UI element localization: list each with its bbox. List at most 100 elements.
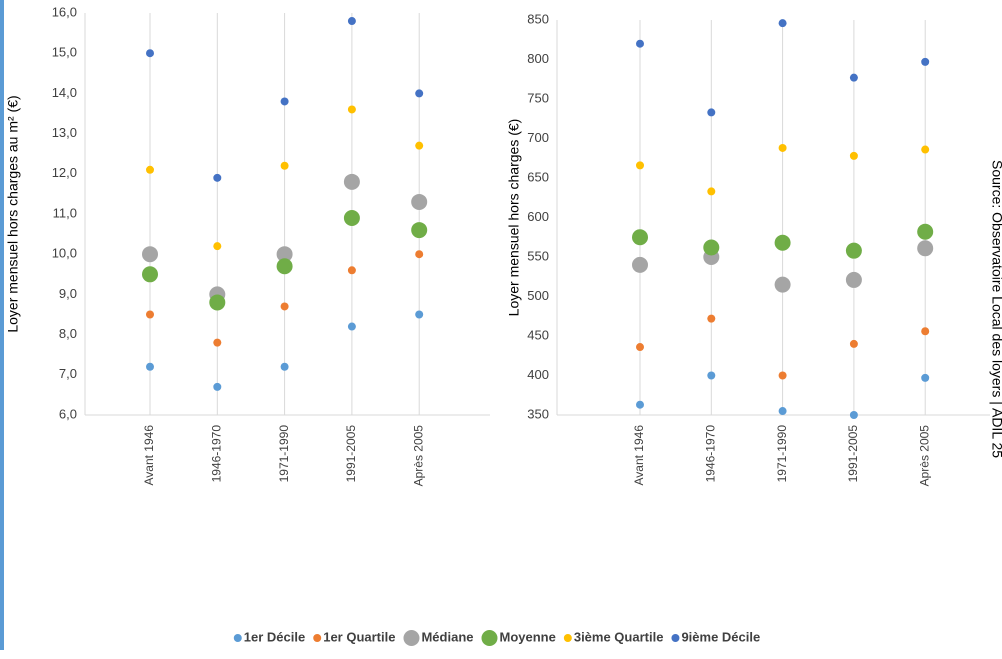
y-tick-label: 14,0 <box>52 85 77 100</box>
point <box>280 161 289 170</box>
point <box>703 239 720 256</box>
y-tick-label: 7,0 <box>59 366 77 381</box>
point <box>146 310 154 319</box>
point <box>213 242 222 251</box>
y-tick-label: 13,0 <box>52 125 77 140</box>
x-tick-label: 1971-1990 <box>277 425 291 483</box>
legend-marker <box>481 630 498 646</box>
legend-marker <box>671 634 680 642</box>
legend-label: 9ième Décile <box>681 629 760 644</box>
y-tick-label: 11,0 <box>53 205 77 220</box>
x-tick-label: Avant 1946 <box>632 425 646 486</box>
point <box>632 256 648 273</box>
point <box>917 223 934 240</box>
x-tick-label: 1946-1970 <box>209 425 223 483</box>
y-axis-label: Loyer mensuel hors charges au m² (€) <box>5 95 21 332</box>
point <box>146 362 154 371</box>
point <box>707 187 716 196</box>
point <box>146 49 154 58</box>
legend-marker <box>403 630 420 646</box>
legend-marker <box>563 634 572 642</box>
page-border <box>0 0 4 650</box>
point <box>849 151 858 160</box>
point <box>921 373 930 382</box>
y-tick-label: 750 <box>527 90 549 105</box>
point <box>411 193 428 210</box>
x-tick-label: Après 2005 <box>411 425 425 487</box>
y-axis-label: Loyer mensuel hors charges (€) <box>506 119 522 317</box>
y-tick-label: 700 <box>527 130 549 145</box>
y-tick-label: 400 <box>527 367 549 382</box>
point <box>276 246 293 263</box>
point <box>280 302 289 311</box>
y-tick-label: 6,0 <box>59 406 77 421</box>
point <box>849 339 858 348</box>
point <box>347 17 356 26</box>
point <box>411 222 428 239</box>
y-tick-label: 600 <box>527 209 549 224</box>
point <box>636 161 644 170</box>
y-tick-label: 16,0 <box>52 4 77 19</box>
x-tick-label: 1991-2005 <box>846 425 860 483</box>
point <box>213 382 222 391</box>
legend-label: 1er Décile <box>244 629 305 644</box>
legend-label: Moyenne <box>499 629 555 644</box>
point <box>415 141 424 150</box>
point <box>415 89 424 98</box>
point <box>845 271 862 288</box>
y-tick-label: 450 <box>527 327 549 342</box>
y-tick-label: 350 <box>527 406 549 421</box>
point <box>636 343 644 352</box>
legend: 1er Décile 1er Quartile Médiane Moyenne 3ièm… <box>233 629 760 646</box>
y-tick-label: 8,0 <box>59 326 77 341</box>
y-tick-label: 15,0 <box>52 45 77 60</box>
point <box>276 258 293 275</box>
legend-marker <box>233 634 242 642</box>
point <box>774 276 791 293</box>
legend-marker <box>313 634 322 642</box>
x-tick-label: Après 2005 <box>917 425 931 487</box>
point <box>280 362 289 371</box>
point <box>343 210 360 227</box>
x-tick-label: 1991-2005 <box>344 425 358 483</box>
point <box>921 57 930 66</box>
point <box>921 145 930 154</box>
point <box>632 229 648 246</box>
point <box>636 39 644 48</box>
legend-label: Médiane <box>421 629 473 644</box>
point <box>213 338 222 347</box>
legend-label: 1er Quartile <box>323 629 395 644</box>
point <box>921 327 930 336</box>
y-tick-label: 12,0 <box>52 165 77 180</box>
point <box>343 173 360 190</box>
point <box>849 411 858 419</box>
point <box>778 19 787 28</box>
x-tick-label: 1946-1970 <box>703 425 717 483</box>
point <box>209 294 226 311</box>
point <box>280 97 289 106</box>
source: Source: Observatoire Local des loyers | … <box>989 160 1002 458</box>
y-tick-label: 500 <box>527 288 549 303</box>
x-tick-label: Avant 1946 <box>142 425 156 486</box>
y-tick-label: 9,0 <box>59 286 77 301</box>
point <box>774 234 791 251</box>
point <box>849 73 858 82</box>
point <box>213 173 222 182</box>
point <box>347 266 356 275</box>
y-tick-label: 10,0 <box>52 246 77 261</box>
y-tick-label: 850 <box>527 11 549 26</box>
y-tick-label: 800 <box>527 51 549 66</box>
point <box>415 310 424 319</box>
point <box>778 371 787 380</box>
point <box>415 250 424 259</box>
point <box>146 165 154 174</box>
point <box>347 322 356 331</box>
legend-label: 3ième Quartile <box>574 629 664 644</box>
point <box>636 400 644 409</box>
point <box>845 242 862 259</box>
point <box>707 108 716 117</box>
point <box>778 143 787 152</box>
x-tick-label: 1971-1990 <box>775 425 789 483</box>
point <box>142 266 158 283</box>
